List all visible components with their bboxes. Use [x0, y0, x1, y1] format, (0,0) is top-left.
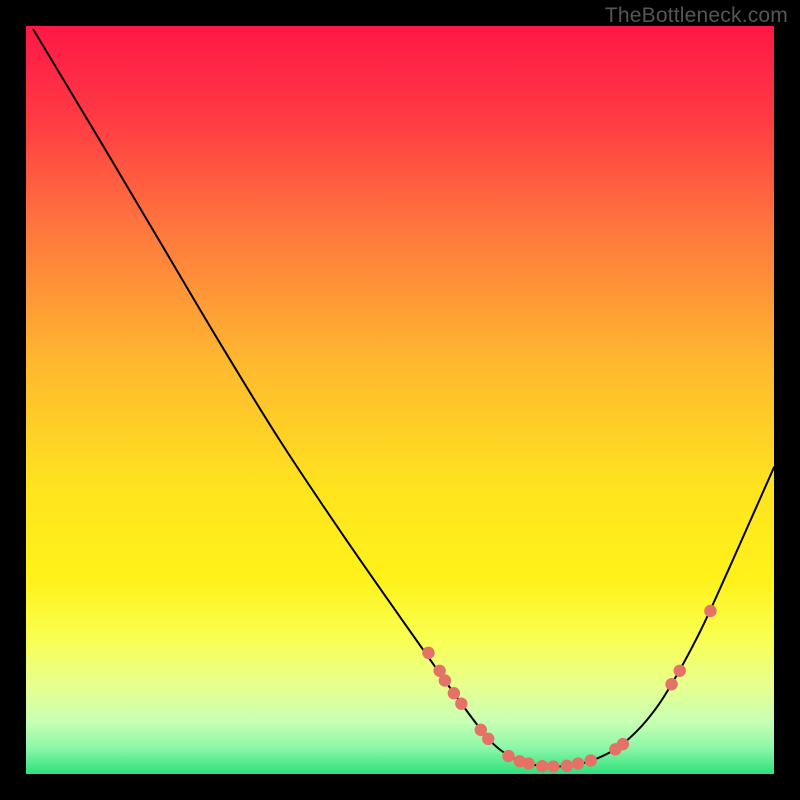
watermark-text: TheBottleneck.com [605, 4, 788, 28]
marker-dot [674, 665, 686, 677]
marker-dot [482, 733, 494, 745]
marker-dot [536, 760, 548, 772]
marker-dot [455, 697, 467, 709]
marker-dot [439, 674, 451, 686]
marker-dot [522, 757, 534, 769]
gradient-background [26, 26, 774, 774]
marker-dot [665, 678, 677, 690]
marker-dot [572, 757, 584, 769]
marker-dot [502, 750, 514, 762]
marker-dot [422, 647, 434, 659]
plot-area [26, 26, 774, 774]
marker-dot [704, 605, 716, 617]
plot-svg [26, 26, 774, 774]
chart-frame: TheBottleneck.com [0, 0, 800, 800]
marker-dot [448, 687, 460, 699]
marker-dot [585, 754, 597, 766]
marker-dot [561, 760, 573, 772]
marker-dot [617, 738, 629, 750]
marker-dot [547, 760, 559, 772]
